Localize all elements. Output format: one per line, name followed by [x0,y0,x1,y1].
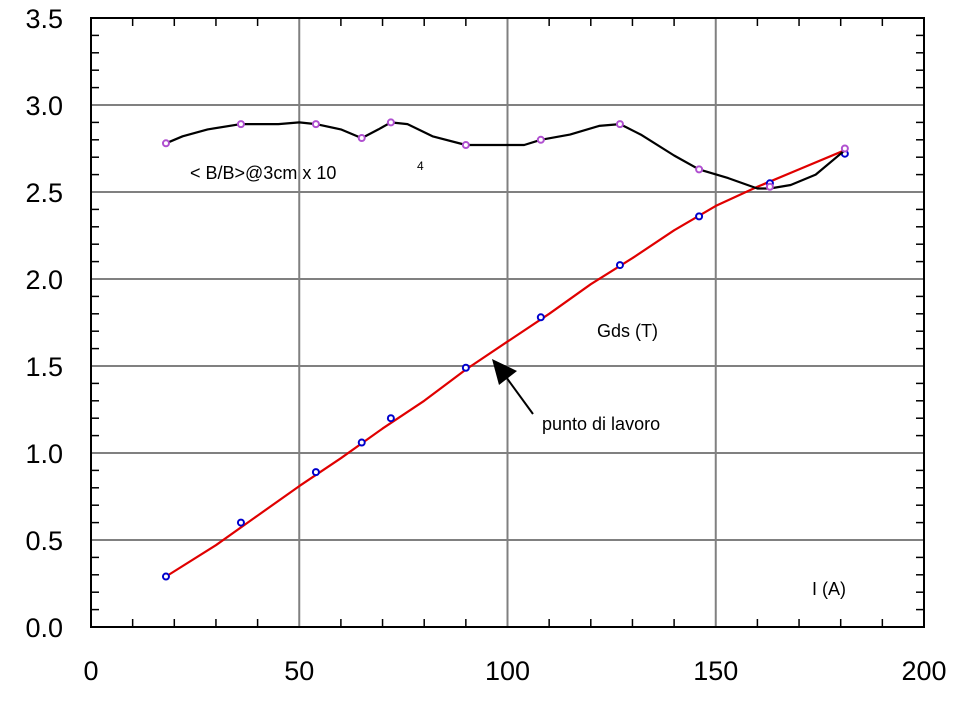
data-point [311,120,320,129]
data-point [386,118,395,127]
series-line [165,121,846,190]
y-tick-label: 3.0 [25,91,63,121]
x-tick-label: 0 [83,656,98,686]
data-point [765,182,774,191]
data-point [695,165,704,174]
y-tick-label: 2.5 [25,178,63,208]
data-point [161,572,170,581]
y-tick-label: 3.5 [25,4,63,34]
y-tick-labels: 0.0 0.5 1.0 1.5 2.0 2.5 3.0 3.5 [25,4,63,643]
data-point [615,120,624,129]
minor-ticks [91,18,924,627]
data-point [311,468,320,477]
x-tick-label: 100 [485,656,530,686]
data-point [357,438,366,447]
operating-point-label: punto di lavoro [542,414,660,434]
plot-frame [90,17,925,628]
series-line [165,149,846,578]
series-layer [161,118,849,581]
x-tick-label: 50 [284,656,314,686]
arrow-head [492,359,517,385]
x-axis-unit-label: I (A) [812,579,846,599]
data-point [161,139,170,148]
x-tick-label: 200 [901,656,946,686]
y-tick-label: 0.0 [25,613,63,643]
series-field-ripple [161,118,849,191]
ripple-label: < B/B>@3cm x 10 [190,163,336,183]
operating-point-arrow [492,359,534,415]
data-point [236,518,245,527]
data-point [386,414,395,423]
data-point [461,141,470,150]
y-tick-label: 2.0 [25,265,63,295]
x-tick-label: 150 [693,656,738,686]
data-point [536,135,545,144]
series-gds [161,149,849,581]
data-point [357,134,366,143]
gds-label: Gds (T) [597,321,658,341]
arrow-shaft [505,376,534,415]
data-point [536,313,545,322]
grid [91,18,924,627]
data-point [461,363,470,372]
data-point [236,120,245,129]
data-point [615,261,624,270]
ripple-label-superscript: 4 [417,159,424,173]
x-tick-labels: 0 50 100 150 200 [83,656,946,686]
data-point [695,212,704,221]
y-tick-label: 1.0 [25,439,63,469]
y-tick-label: 1.5 [25,352,63,382]
y-tick-label: 0.5 [25,526,63,556]
data-point [840,144,849,153]
